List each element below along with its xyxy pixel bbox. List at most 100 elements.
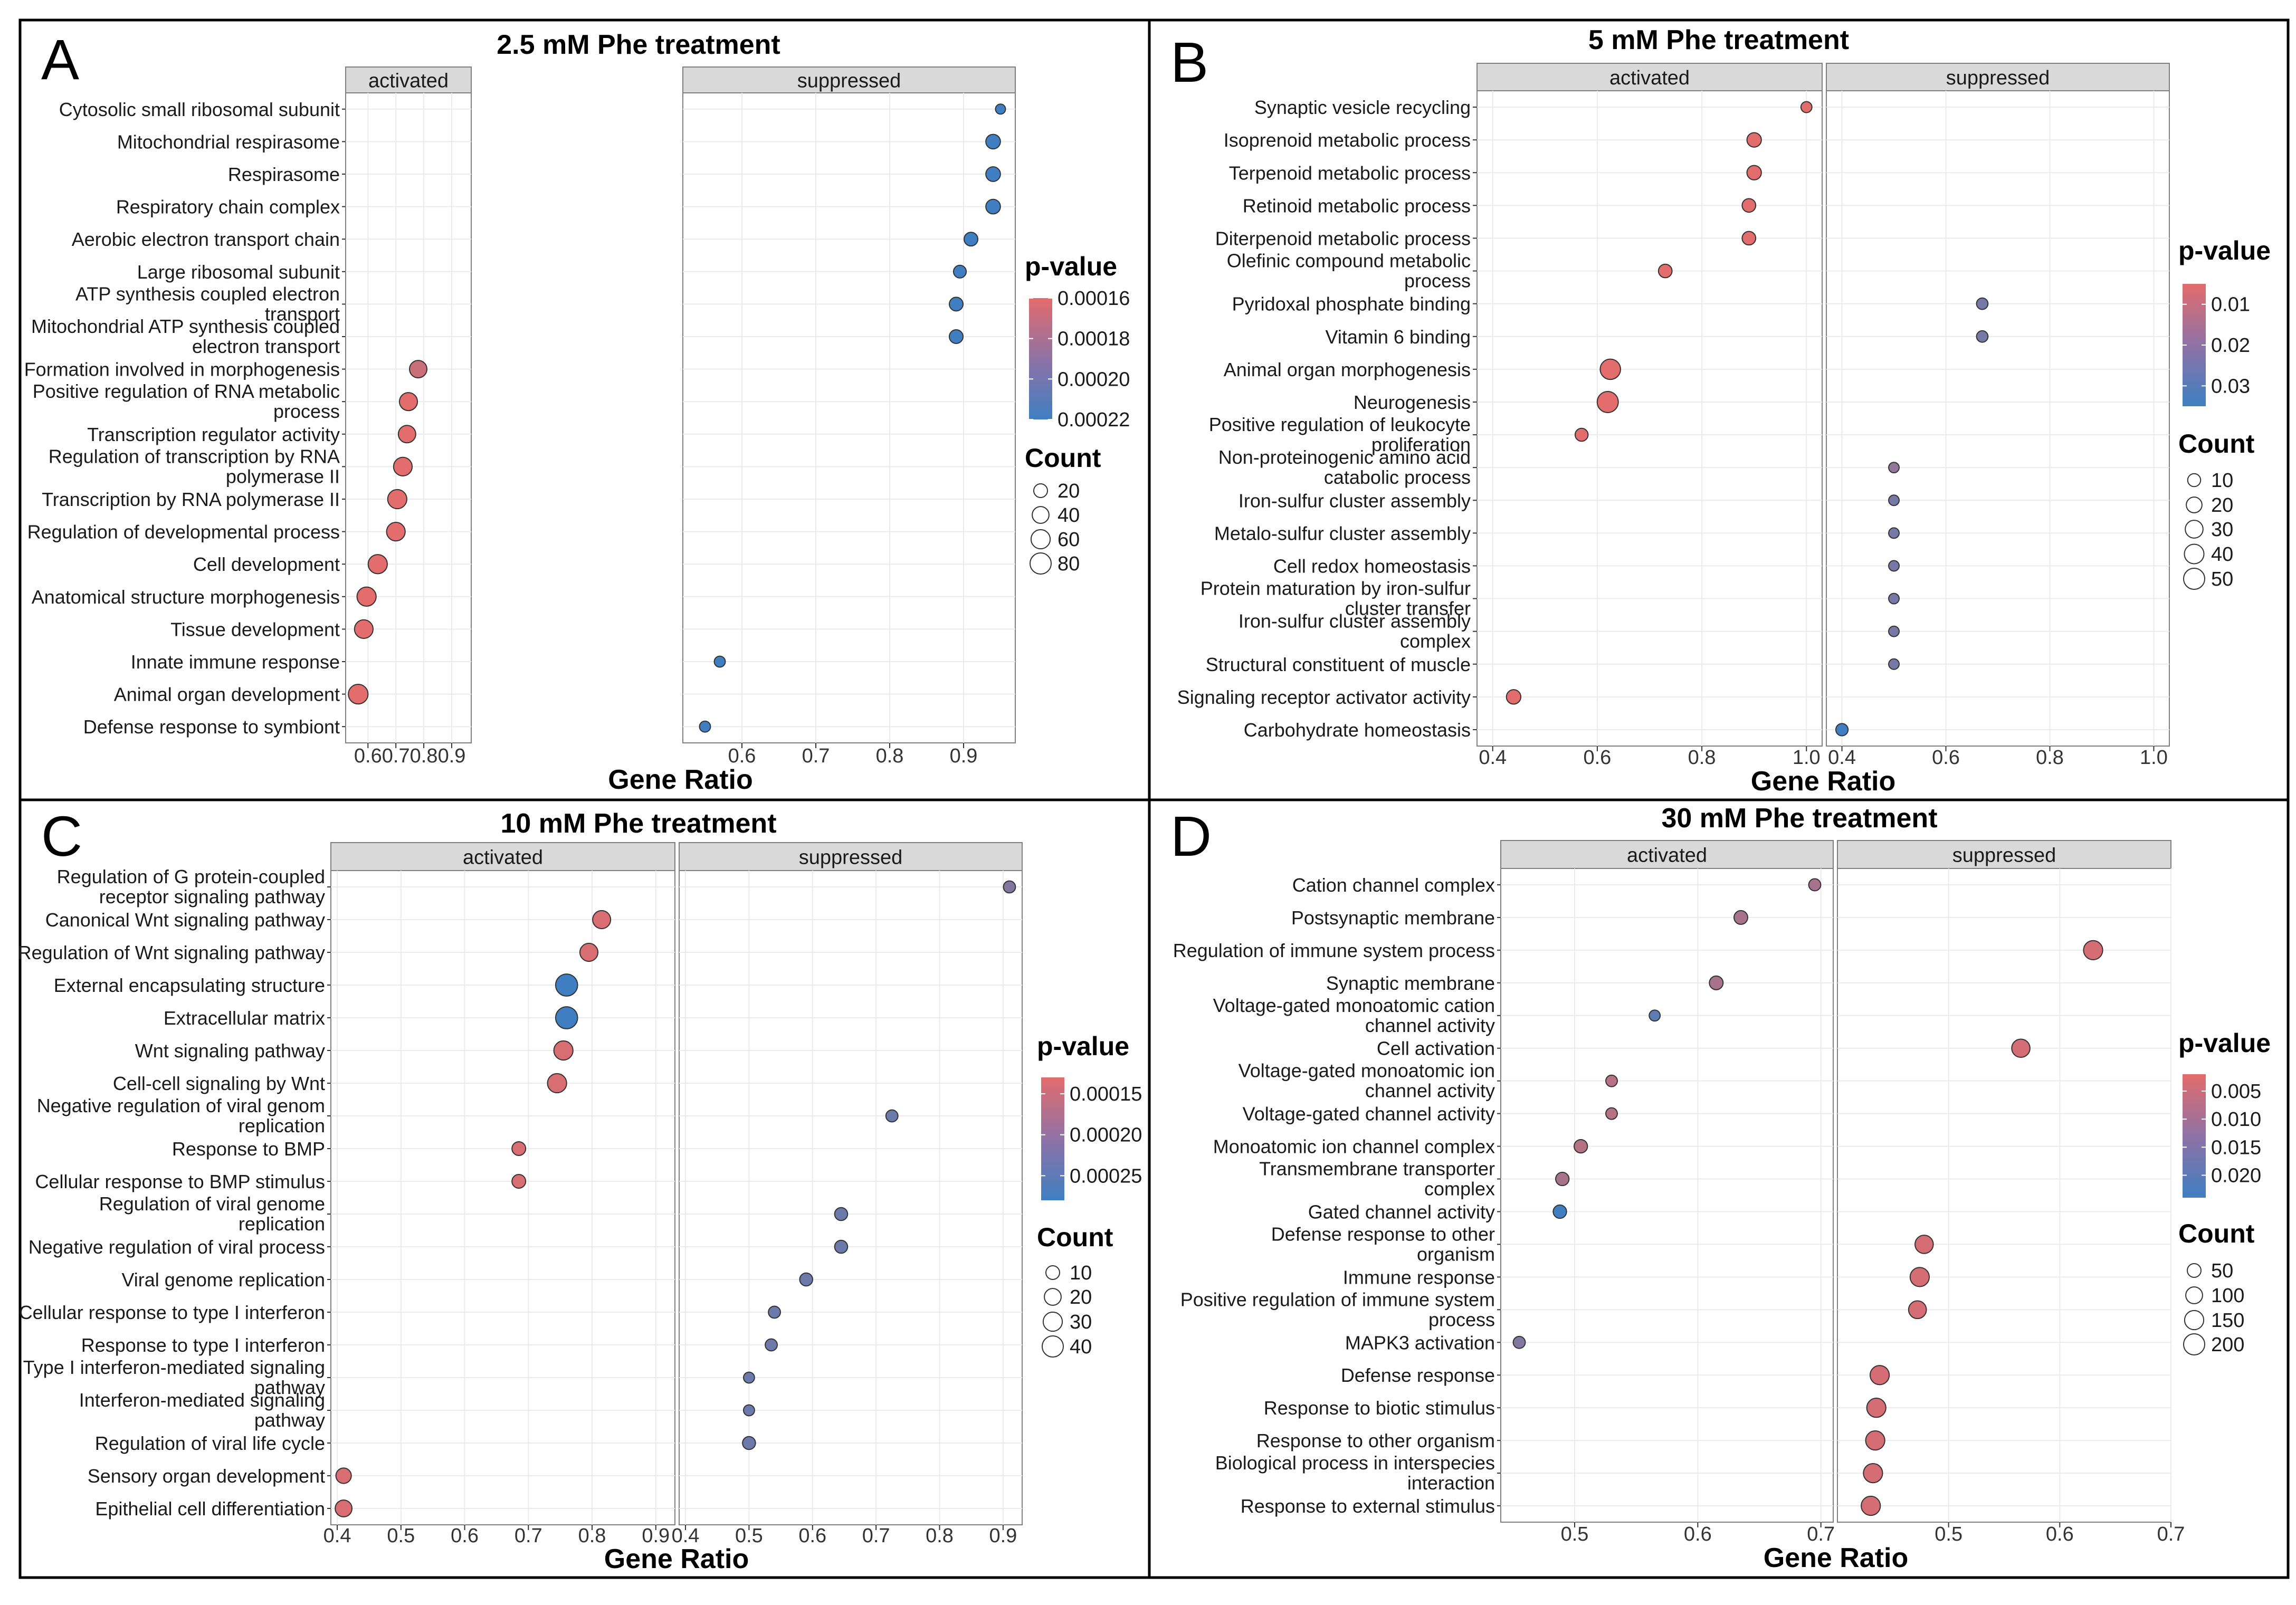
data-point bbox=[356, 586, 377, 607]
data-point bbox=[387, 489, 407, 510]
y-tick-label: Canonical Wnt signaling pathway bbox=[45, 909, 325, 931]
data-point bbox=[1888, 494, 1900, 507]
y-axis-labels: Cation channel complex Postsynaptic membr… bbox=[1173, 874, 1501, 1517]
y-tick-label-line: replication bbox=[239, 1213, 325, 1235]
y-tick-label-line: catabolic process bbox=[1324, 466, 1471, 488]
facet-suppressed: suppressed 0.6 0.7 0.8 0.9 bbox=[682, 66, 1016, 767]
y-tick-label: Signaling receptor activator activity bbox=[1177, 686, 1471, 708]
plot-area bbox=[682, 92, 1016, 743]
y-tick-label: Respirasome bbox=[228, 164, 340, 185]
data-point bbox=[1599, 358, 1621, 380]
y-tick-label: Synaptic membrane bbox=[1326, 972, 1495, 994]
colorbar-label: 0.00025 bbox=[1070, 1165, 1142, 1187]
y-tick-label: Respiratory chain complex bbox=[116, 196, 340, 218]
facet-strip-label: suppressed bbox=[797, 70, 901, 92]
y-tick-label: Animal organ development bbox=[114, 684, 340, 705]
data-point bbox=[699, 720, 711, 733]
facet-suppressed: suppressed 0.5 0.6 0.7 bbox=[1837, 840, 2185, 1545]
y-tick-label: MAPK3 activation bbox=[1345, 1332, 1495, 1353]
y-tick-label-line: Positive regulation of leukocyte bbox=[1209, 414, 1471, 435]
count-legend-label: 50 bbox=[2211, 1260, 2233, 1282]
data-point bbox=[985, 198, 1001, 215]
facet-strip-label: suppressed bbox=[799, 847, 902, 869]
plot-area bbox=[679, 870, 1023, 1525]
colorbar-label: 0.00016 bbox=[1058, 288, 1130, 310]
x-tick-label: 0.5 bbox=[387, 1525, 415, 1547]
y-tick-label: Wnt signaling pathway bbox=[135, 1040, 325, 1062]
x-tick-label: 0.8 bbox=[1688, 747, 1716, 769]
pvalue-colorbar bbox=[1029, 298, 1052, 419]
colorbar-label: 0.00020 bbox=[1058, 368, 1130, 390]
y-tick-label: Cellular response to type I interferon bbox=[19, 1302, 325, 1323]
data-point bbox=[952, 264, 967, 279]
y-tick-label: Response to other organism bbox=[1256, 1430, 1495, 1451]
y-tick-label: Isoprenoid metabolic process bbox=[1224, 129, 1471, 151]
plot-area bbox=[1476, 90, 1823, 747]
y-tick-label-line: process bbox=[1428, 1308, 1495, 1330]
y-tick-label: Retinoid metabolic process bbox=[1243, 195, 1471, 216]
y-tick-label: Vitamin 6 binding bbox=[1325, 326, 1471, 348]
y-tick-label-line: channel activity bbox=[1365, 1015, 1495, 1036]
data-point bbox=[1605, 1074, 1618, 1087]
count-legend-label: 10 bbox=[2211, 470, 2233, 492]
data-point bbox=[1555, 1171, 1570, 1187]
data-point bbox=[1574, 427, 1589, 442]
x-tick-label: 0.5 bbox=[1935, 1523, 1962, 1545]
y-tick-label: Animal organ morphogenesis bbox=[1224, 359, 1471, 380]
data-point bbox=[1976, 330, 1989, 343]
data-point bbox=[367, 554, 388, 575]
y-tick-label: Regulation of Wnt signaling pathway bbox=[18, 942, 325, 963]
count-legend-label: 10 bbox=[1070, 1262, 1092, 1284]
y-tick-label: Terpenoid metabolic process bbox=[1229, 162, 1471, 184]
data-point bbox=[1649, 1009, 1661, 1022]
x-tick-label: 0.4 bbox=[672, 1525, 700, 1547]
data-point bbox=[1861, 1495, 1881, 1516]
y-tick-label: Synaptic vesicle recycling bbox=[1254, 97, 1471, 118]
data-point bbox=[1808, 878, 1822, 892]
x-tick-label: 0.6 bbox=[2046, 1523, 2074, 1545]
x-tick-label: 1.0 bbox=[1793, 747, 1821, 769]
x-tick-label: 1.0 bbox=[2140, 747, 2168, 769]
y-tick-label: Negative regulation of viral process bbox=[28, 1236, 325, 1258]
pvalue-legend: p-value 0.00016 0.00018 0.00020 0.00022 bbox=[1025, 252, 1130, 431]
x-tick-label: 0.9 bbox=[989, 1525, 1017, 1547]
y-tick-label-line: Olefinic compound metabolic bbox=[1227, 250, 1471, 272]
count-legend-key bbox=[1042, 1311, 1063, 1332]
data-point bbox=[742, 1371, 755, 1384]
data-point bbox=[765, 1338, 778, 1352]
count-legend-key bbox=[2184, 543, 2205, 565]
data-point bbox=[1908, 1300, 1927, 1320]
count-legend-label: 60 bbox=[1058, 529, 1080, 551]
plot-area bbox=[1837, 868, 2171, 1523]
count-legend-title: Count bbox=[1025, 443, 1101, 473]
y-tick-label-line: Interferon-mediated signaling bbox=[79, 1389, 325, 1411]
y-tick-label-line: complex bbox=[1424, 1178, 1495, 1200]
facet-strip bbox=[682, 66, 1016, 93]
facet-strip-label: activated bbox=[463, 847, 543, 869]
data-point bbox=[386, 521, 406, 542]
y-tick-label: External encapsulating structure bbox=[54, 975, 325, 996]
data-point bbox=[335, 1467, 352, 1484]
count-legend-label: 40 bbox=[2211, 543, 2233, 566]
pvalue-legend-title: p-value bbox=[2178, 236, 2271, 265]
y-tick-label: Formation involved in morphogenesis bbox=[24, 359, 340, 380]
x-tick-label: 0.7 bbox=[1807, 1523, 1835, 1545]
facet-strip bbox=[330, 842, 675, 871]
colorbar-label: 0.03 bbox=[2211, 375, 2250, 397]
data-point bbox=[592, 910, 612, 930]
x-tick-label: 0.4 bbox=[1828, 747, 1856, 769]
x-tick-label: 0.8 bbox=[926, 1525, 954, 1547]
y-tick-label: Mitochondrial respirasome bbox=[117, 131, 340, 152]
x-axis-title: Gene Ratio bbox=[1751, 766, 1896, 797]
panel-title: 2.5 mM Phe treatment bbox=[497, 30, 780, 60]
data-point bbox=[1003, 880, 1016, 894]
data-point bbox=[742, 1436, 756, 1450]
y-tick-label-line: Protein maturation by iron-sulfur bbox=[1201, 578, 1471, 599]
y-tick-label: Response to BMP bbox=[172, 1138, 325, 1160]
y-tick-label: Anatomical structure morphogenesis bbox=[32, 586, 340, 608]
y-tick-label: Regulation of immune system process bbox=[1173, 940, 1495, 961]
